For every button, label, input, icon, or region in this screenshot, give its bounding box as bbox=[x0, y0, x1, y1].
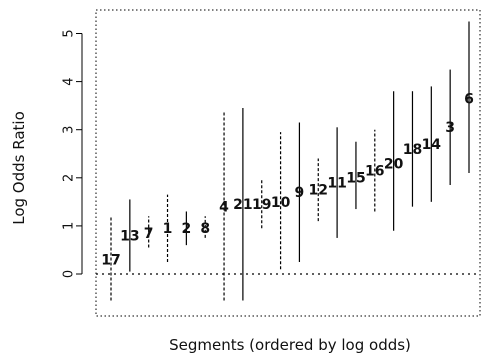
segment-label-19: 19 bbox=[252, 197, 271, 213]
segment-label-12: 12 bbox=[309, 183, 328, 199]
segment-label-14: 14 bbox=[422, 137, 442, 153]
segment-label-6: 6 bbox=[464, 91, 474, 107]
segment-label-13: 13 bbox=[120, 228, 139, 244]
segment-label-16: 16 bbox=[365, 163, 384, 179]
segment-label-3: 3 bbox=[445, 120, 455, 136]
segment-label-7: 7 bbox=[144, 226, 154, 242]
segment-label-10: 10 bbox=[271, 195, 291, 211]
y-tick-label: 0 bbox=[62, 270, 77, 278]
segment-label-17: 17 bbox=[101, 252, 120, 268]
y-tick-label: 2 bbox=[62, 174, 77, 182]
segment-label-8: 8 bbox=[200, 221, 210, 237]
y-tick-label: 4 bbox=[62, 77, 77, 85]
x-axis-title: Segments (ordered by log odds) bbox=[169, 336, 411, 354]
y-tick-label: 3 bbox=[62, 126, 77, 134]
segment-label-18: 18 bbox=[403, 142, 422, 158]
segment-label-11: 11 bbox=[327, 176, 346, 192]
segment-label-9: 9 bbox=[295, 185, 305, 201]
interval-series bbox=[110, 21, 470, 301]
segment-label-2: 2 bbox=[181, 221, 191, 237]
segment-label-21: 21 bbox=[233, 197, 252, 213]
segment-label-20: 20 bbox=[384, 156, 404, 172]
segment-label-15: 15 bbox=[346, 171, 365, 187]
y-tick-label: 1 bbox=[62, 222, 77, 230]
y-axis-title: Log Odds Ratio bbox=[10, 111, 28, 225]
y-tick-label: 5 bbox=[62, 29, 77, 37]
segment-label-4: 4 bbox=[219, 200, 229, 216]
plot-frame bbox=[95, 9, 481, 317]
y-axis-ticks: 0 1 2 3 4 5 bbox=[62, 29, 82, 278]
segment-label-1: 1 bbox=[163, 221, 173, 237]
